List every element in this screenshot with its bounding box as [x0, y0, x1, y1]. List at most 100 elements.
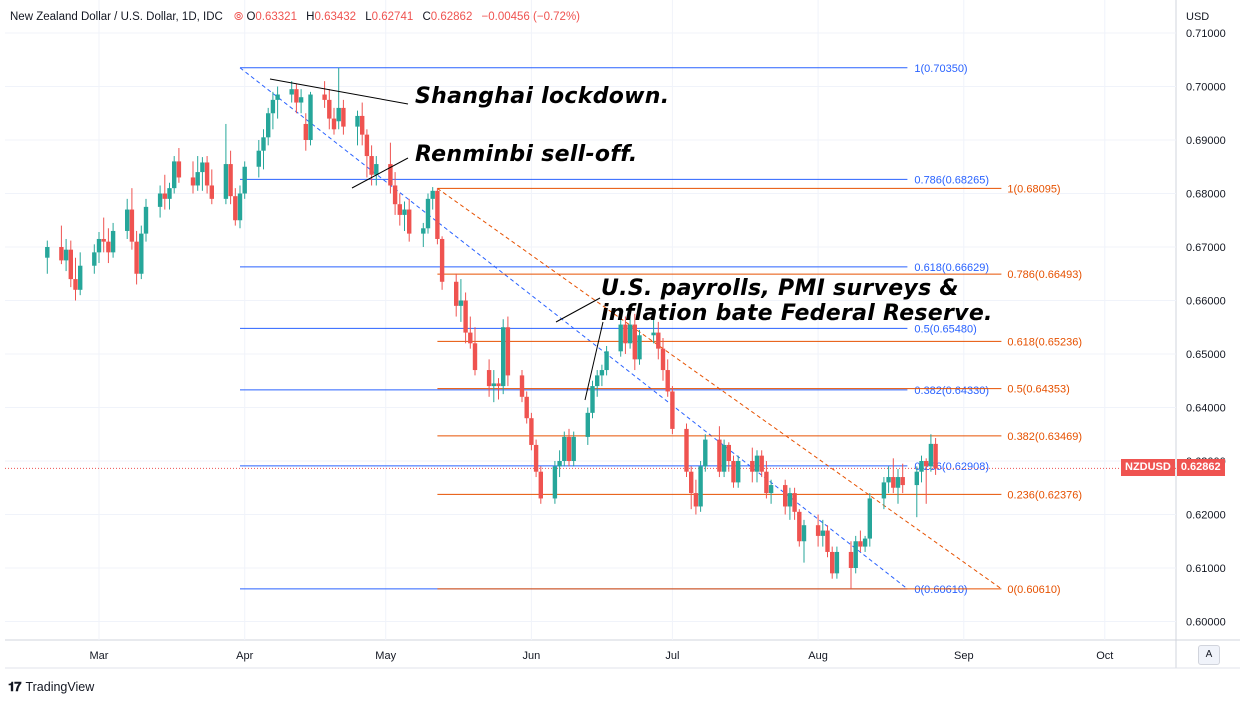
candle-body: [632, 324, 637, 360]
candle: [834, 546, 840, 579]
candle-body: [862, 538, 868, 547]
x-tick-label: Sep: [954, 650, 974, 662]
candle-body: [374, 164, 379, 175]
candle: [750, 447, 755, 483]
candle-body: [933, 443, 938, 469]
candle: [96, 232, 102, 264]
change-value: −0.00456 (−0.72%): [481, 11, 581, 23]
annotation-shanghai-lockdown: Shanghai lockdown.: [415, 84, 670, 109]
candle: [129, 188, 135, 250]
candle-body: [139, 233, 144, 274]
candle: [862, 535, 868, 552]
symbol-name[interactable]: New Zealand Dollar / U.S. Dollar, 1D, ID…: [10, 11, 223, 23]
candle: [388, 142, 393, 194]
x-tick-label: May: [375, 650, 396, 662]
candle-body: [78, 265, 83, 290]
open-value: 0.63321: [255, 11, 297, 23]
candle: [101, 217, 106, 253]
y-tick-label: 0.60000: [1186, 617, 1226, 629]
candle: [656, 321, 661, 360]
candle: [801, 519, 807, 563]
candle-body: [848, 551, 854, 568]
candle-body: [228, 164, 233, 197]
candle-body: [172, 161, 177, 189]
candle: [486, 359, 492, 397]
price-axis[interactable]: 0.600000.610000.620000.630000.640000.650…: [1186, 28, 1226, 629]
close-label: C: [422, 11, 431, 23]
time-axis[interactable]: Mar Apr May Jun Jul Aug Sep Oct: [90, 650, 1114, 662]
candle: [505, 316, 511, 387]
candle-body: [96, 238, 102, 253]
symbol-legend: New Zealand Dollar / U.S. Dollar, 1D, ID…: [10, 11, 586, 24]
candle: [298, 89, 304, 114]
candle: [139, 225, 144, 280]
candle: [928, 434, 934, 472]
candle: [294, 83, 299, 114]
candle: [223, 123, 229, 205]
candle-body: [571, 436, 576, 461]
candle-body: [750, 461, 755, 472]
y-tick-label: 0.67000: [1186, 242, 1226, 254]
candle: [78, 252, 83, 296]
candle: [754, 450, 760, 483]
close-value: 0.62862: [430, 11, 473, 23]
chart-grid: [5, 0, 1240, 669]
candle: [815, 514, 821, 547]
candle-body: [914, 471, 919, 486]
auto-scale-button[interactable]: A: [1198, 645, 1220, 665]
candle-body: [435, 190, 440, 239]
tradingview-brand-name: TradingView: [25, 680, 95, 694]
candle-body: [599, 370, 605, 376]
candle: [519, 370, 525, 403]
candle-body: [721, 444, 727, 472]
candle: [693, 479, 699, 515]
candle: [726, 442, 731, 472]
candle: [618, 319, 623, 357]
annotation-payrolls-line2: inflation bate Federal Reserve.: [601, 301, 993, 326]
candle: [407, 198, 412, 242]
tradingview-logo[interactable]: 𝟏𝟕 TradingView: [8, 679, 94, 695]
candlestick-series: [45, 67, 938, 589]
candle-body: [562, 436, 567, 461]
candle: [73, 257, 78, 301]
low-value: 0.62741: [371, 11, 414, 23]
candle-body: [92, 252, 97, 266]
candle-body: [637, 335, 642, 360]
candle-body: [364, 134, 370, 157]
candle: [200, 157, 205, 191]
candle-body: [764, 471, 769, 494]
candle-body: [731, 461, 736, 483]
candle-body: [134, 241, 139, 274]
y-tick-label: 0.66000: [1186, 296, 1226, 308]
fib-blue-level-label: 0(0.60610): [914, 584, 967, 596]
candle: [270, 91, 276, 130]
candle-body: [256, 150, 261, 167]
candle-body: [858, 541, 863, 547]
candle-body: [59, 247, 64, 261]
x-tick-label: Jul: [665, 650, 679, 662]
candle-body: [792, 493, 797, 512]
high-value: 0.63432: [314, 11, 357, 23]
candle: [759, 450, 764, 478]
y-tick-label: 0.69000: [1186, 135, 1226, 147]
candle: [167, 182, 172, 210]
candle-body: [162, 193, 167, 199]
candle: [303, 113, 308, 151]
candle: [374, 156, 379, 186]
candle: [143, 198, 149, 242]
candle-body: [797, 511, 802, 542]
y-tick-label: 0.70000: [1186, 82, 1226, 94]
candle: [538, 466, 543, 504]
candle-body: [327, 99, 332, 119]
candle: [599, 364, 605, 387]
candle-body: [529, 418, 534, 445]
candle-body: [693, 493, 699, 507]
candle: [322, 81, 327, 108]
candle: [524, 391, 529, 424]
fib-orange-level-label: 0.236(0.62376): [1007, 489, 1082, 501]
fib-orange-level-label: 0.382(0.63469): [1007, 431, 1082, 443]
candle-body: [200, 162, 205, 173]
candle: [45, 240, 50, 274]
candle-body: [538, 471, 543, 499]
